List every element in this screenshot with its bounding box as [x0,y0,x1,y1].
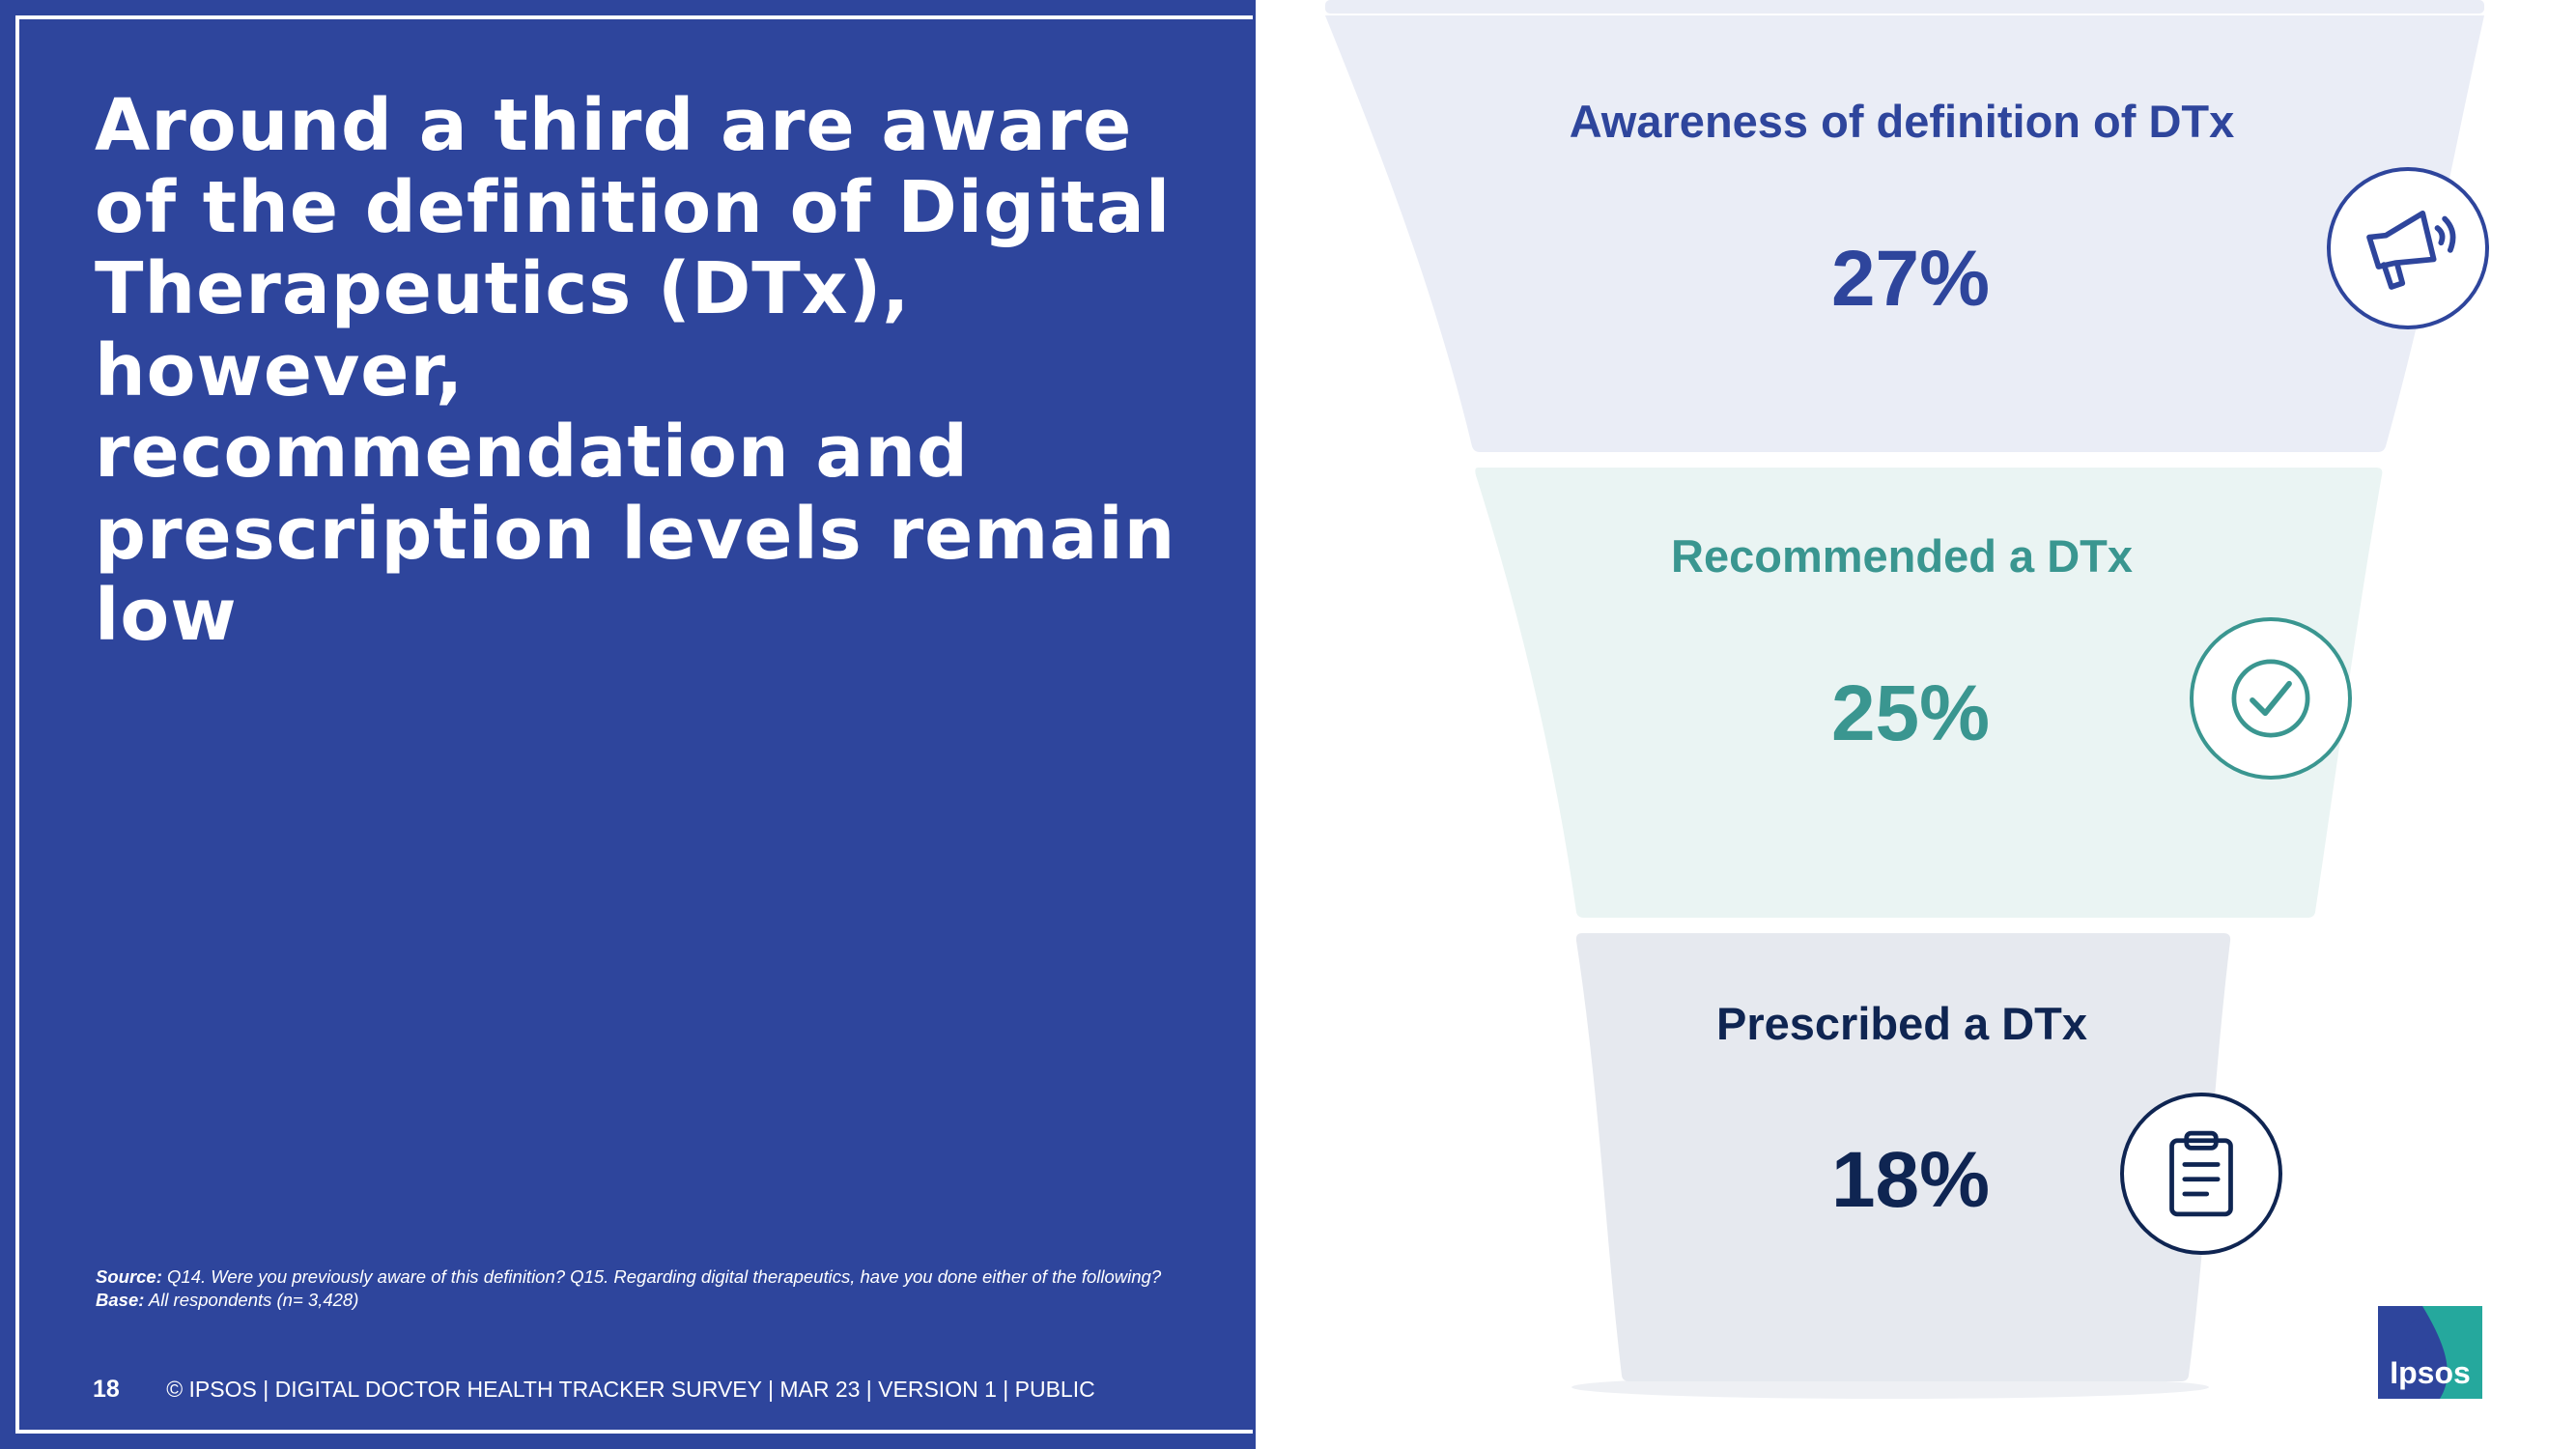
source-label: Source: [96,1266,162,1287]
page-title: Around a third are aware of the definiti… [95,84,1176,657]
stage-value-recommended: 25% [1830,669,1991,757]
funnel-top-rim [1325,0,2484,14]
page-number: 18 [93,1376,120,1403]
checkmark-icon [2190,617,2352,780]
stage-value-awareness: 27% [1830,235,1991,323]
source-note: Source: Q14. Were you previously aware o… [96,1265,1235,1312]
funnel-segment-prescribed [1575,933,2231,1381]
stage-label-awareness: Awareness of definition of DTx [1569,96,2235,147]
clipboard-icon [2120,1093,2282,1255]
logo-text: Ipsos [2390,1355,2471,1390]
left-panel: Around a third are aware of the definiti… [0,0,1256,1449]
base-text: All respondents (n= 3,428) [148,1290,359,1310]
base-label: Base: [96,1290,145,1310]
megaphone-icon [2327,167,2489,329]
footer: 18 © IPSOS | DIGITAL DOCTOR HEALTH TRACK… [93,1376,1095,1404]
funnel-segment-awareness [1325,15,2484,452]
logo-mark [2406,1306,2482,1399]
funnel-segment-recommended [1475,468,2383,918]
stage-label-recommended: Recommended a DTx [1671,530,2133,582]
ipsos-logo: Ipsos [2378,1306,2482,1399]
stage-label-prescribed: Prescribed a DTx [1715,998,2087,1049]
funnel-chart [1325,0,2484,1399]
panel-frame [15,15,1253,1434]
stage-value-prescribed: 18% [1830,1136,1991,1224]
footer-text: © IPSOS | DIGITAL DOCTOR HEALTH TRACKER … [166,1377,1095,1402]
source-text: Q14. Were you previously aware of this d… [167,1266,1162,1287]
